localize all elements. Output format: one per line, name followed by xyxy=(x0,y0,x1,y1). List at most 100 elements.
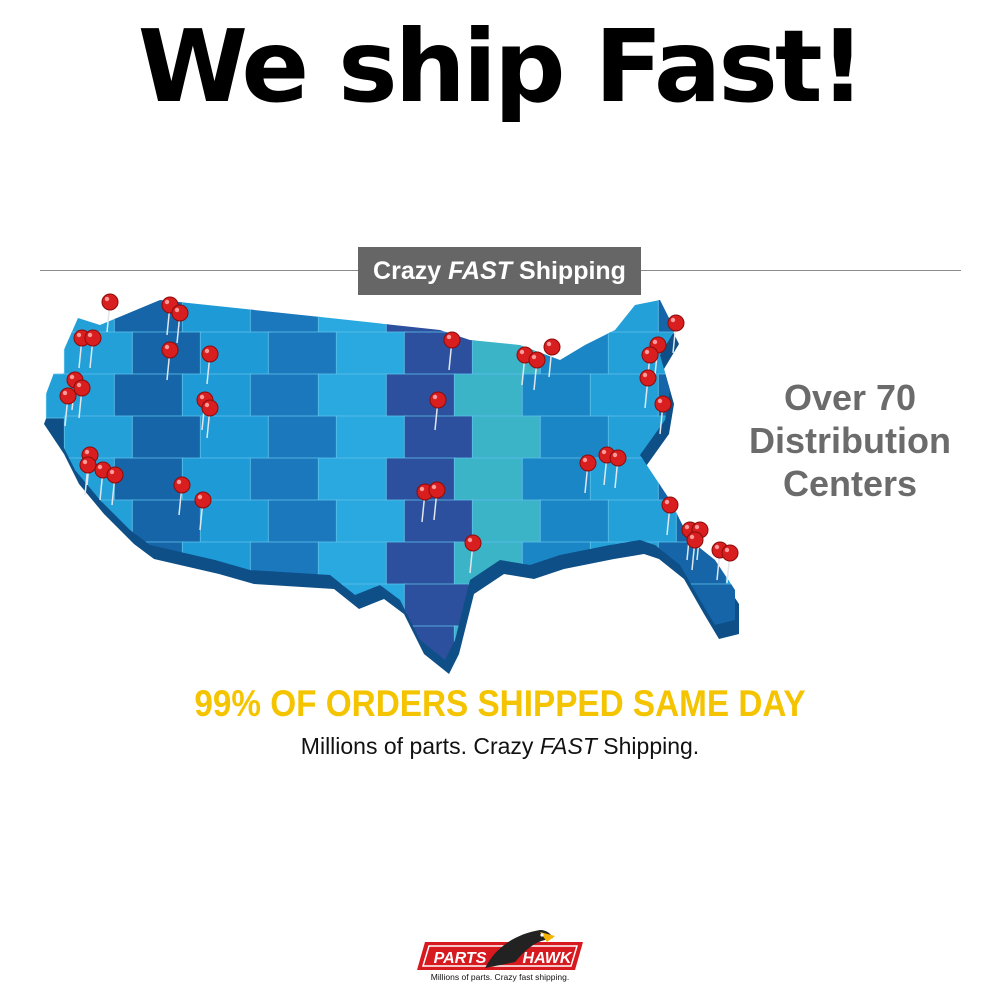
state-region xyxy=(131,499,203,545)
map-pin-icon xyxy=(161,341,179,381)
state-region xyxy=(589,300,661,335)
state-region xyxy=(744,584,760,628)
map-pin-icon xyxy=(667,314,685,354)
logo-parts: PARTS xyxy=(434,950,487,967)
state-region xyxy=(453,373,525,419)
divider-left xyxy=(40,270,358,271)
banner-text-3: Shipping xyxy=(519,256,626,285)
map-pin-icon xyxy=(59,387,77,427)
state-region xyxy=(335,415,407,461)
state-region xyxy=(249,373,321,419)
state-region xyxy=(521,300,593,335)
banner-text-1: Crazy xyxy=(373,256,442,285)
map-pin-icon xyxy=(429,391,447,431)
state-region xyxy=(317,457,389,503)
state-region xyxy=(336,668,406,680)
usa-map xyxy=(44,293,760,680)
state-region xyxy=(132,668,202,680)
state-region xyxy=(64,668,134,680)
map-pin-icon xyxy=(661,496,679,536)
map-pin-icon xyxy=(106,466,124,506)
tagline: Millions of parts. Crazy FAST Shipping. xyxy=(0,733,1000,760)
state-region xyxy=(385,541,457,587)
state-region xyxy=(539,583,611,629)
state-region xyxy=(199,499,271,545)
map-pin-icon xyxy=(201,345,219,385)
state-region xyxy=(385,300,457,335)
state-region xyxy=(63,583,135,629)
state-region xyxy=(471,583,543,629)
state-region xyxy=(317,625,389,660)
map-pin-icon xyxy=(721,544,739,584)
state-region xyxy=(181,457,253,503)
state-region xyxy=(335,499,407,545)
state-region xyxy=(589,457,661,503)
same-day-headline: 99% OF ORDERS SHIPPED SAME DAY xyxy=(194,683,806,724)
map-pin-icon xyxy=(79,456,97,496)
state-region xyxy=(267,415,339,461)
tagline-text-2: FAST xyxy=(539,733,597,759)
map-pin-icon xyxy=(464,534,482,574)
state-region xyxy=(676,668,746,680)
state-region xyxy=(267,583,339,629)
state-region xyxy=(249,457,321,503)
banner-text-2: FAST xyxy=(448,256,513,285)
state-region xyxy=(385,373,457,419)
divider-right xyxy=(641,270,961,271)
state-region xyxy=(113,373,185,419)
parts-hawk-logo[interactable]: PARTS HAWK Millions of parts. Crazy fast… xyxy=(415,928,585,988)
map-pin-icon xyxy=(543,338,561,378)
map-pin-icon xyxy=(654,395,672,435)
state-region xyxy=(403,331,475,377)
state-region xyxy=(403,415,475,461)
map-pin-icon xyxy=(528,351,546,391)
state-region xyxy=(675,331,735,377)
centers-line-2: Distribution xyxy=(749,420,951,461)
map-pin-icon xyxy=(194,491,212,531)
state-region xyxy=(131,415,203,461)
state-region xyxy=(113,625,185,660)
state-region xyxy=(453,300,525,335)
state-region xyxy=(45,625,117,660)
state-region xyxy=(521,373,593,419)
state-region xyxy=(63,415,135,461)
state-region xyxy=(267,331,339,377)
map-pin-icon xyxy=(173,476,191,516)
map-pin-icon xyxy=(428,481,446,521)
state-region xyxy=(317,300,389,335)
centers-line-3: Centers xyxy=(782,463,918,504)
state-region xyxy=(453,457,525,503)
state-region xyxy=(471,415,543,461)
map-pin-icon xyxy=(171,304,189,344)
state-region xyxy=(335,331,407,377)
state-region xyxy=(675,415,735,461)
state-region xyxy=(744,500,760,544)
state-region xyxy=(249,625,321,660)
state-region xyxy=(317,373,389,419)
map-pin-icon xyxy=(579,454,597,494)
state-region xyxy=(539,499,611,545)
state-region xyxy=(521,625,593,660)
logo-hawk: HAWK xyxy=(523,950,573,967)
tagline-text-1: Millions of parts. Crazy xyxy=(300,733,534,759)
state-region xyxy=(267,499,339,545)
state-region xyxy=(744,332,760,376)
state-region xyxy=(181,625,253,660)
map-pin-icon xyxy=(101,293,119,333)
state-region xyxy=(268,668,338,680)
tagline-text-3: Shipping. xyxy=(603,733,700,759)
map-pin-icon xyxy=(84,329,102,369)
map-pin-icon xyxy=(639,369,657,409)
state-region xyxy=(249,300,321,335)
state-region xyxy=(404,668,474,680)
banner-crazy-fast-shipping: Crazy FAST Shipping xyxy=(358,247,641,295)
state-region xyxy=(453,625,525,660)
state-region xyxy=(403,499,475,545)
headline: We ship Fast! xyxy=(137,8,866,125)
state-region xyxy=(199,415,271,461)
map-pin-icon xyxy=(686,531,704,571)
state-region xyxy=(540,668,610,680)
map-pin-icon xyxy=(73,379,91,419)
state-region xyxy=(657,457,729,503)
state-region xyxy=(45,541,117,587)
